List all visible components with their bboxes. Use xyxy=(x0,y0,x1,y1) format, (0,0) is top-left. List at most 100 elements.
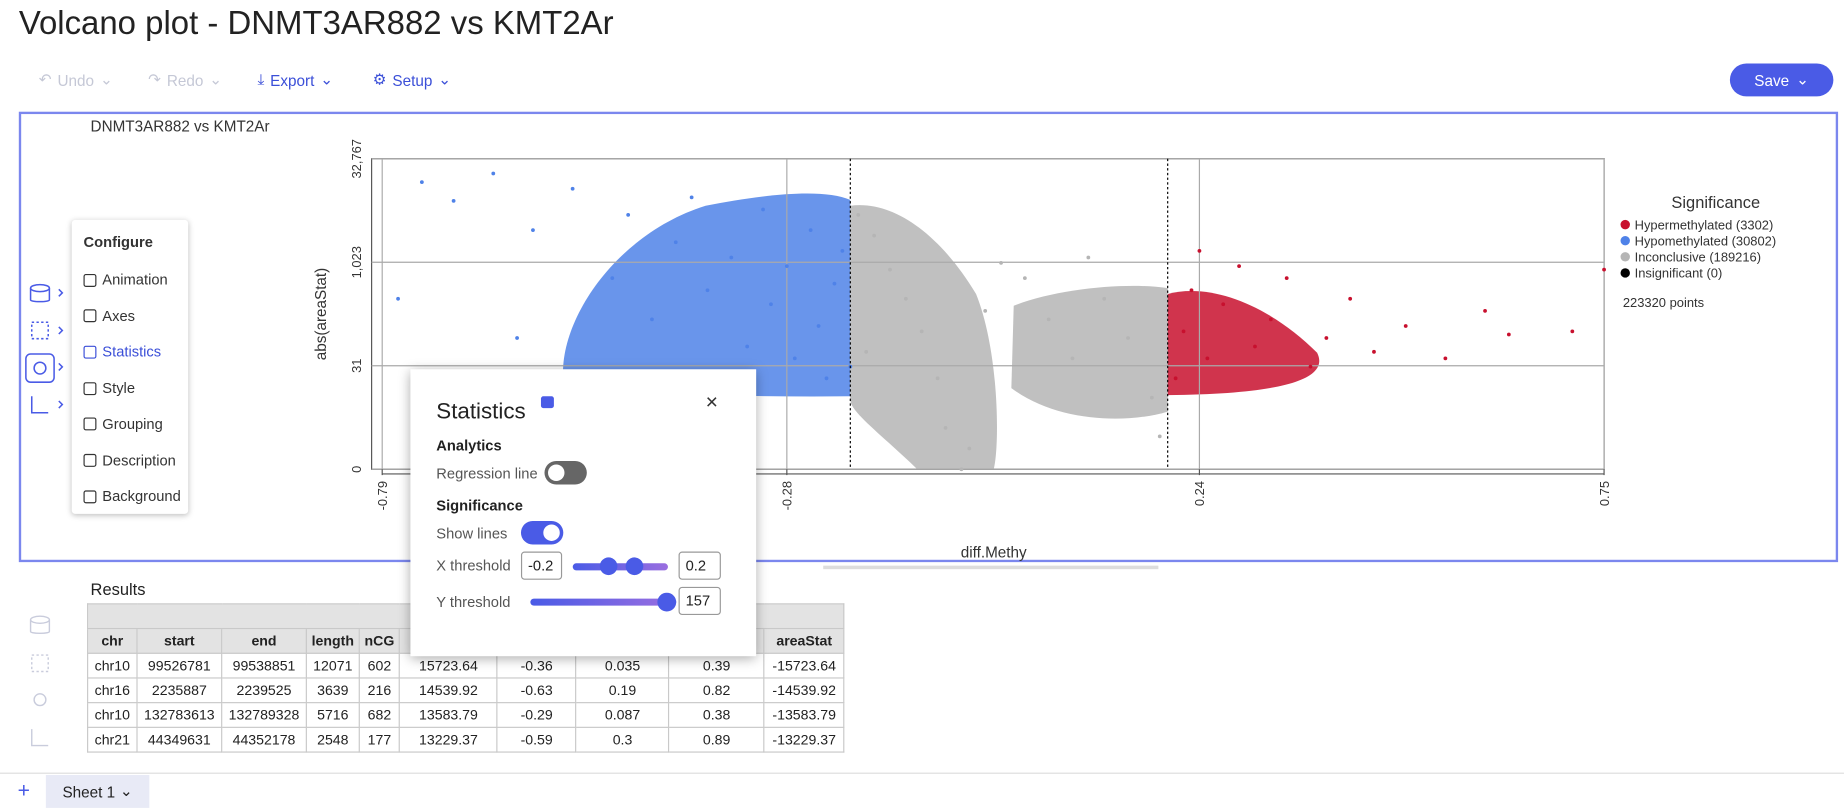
menu-item[interactable]: Statistics xyxy=(83,344,161,360)
x-threshold-slider[interactable] xyxy=(572,563,668,571)
table-cell: 0.035 xyxy=(575,652,670,679)
menu-item[interactable]: Animation xyxy=(83,272,168,288)
table-cell: -15723.64 xyxy=(763,652,845,679)
x-threshold-max[interactable]: 0.2 xyxy=(678,551,721,580)
menu-item[interactable]: Axes xyxy=(83,308,135,324)
export-button[interactable]: ⤓ Export ⌄ xyxy=(257,70,334,89)
table-cell: 682 xyxy=(358,702,401,728)
table-cell: 2239525 xyxy=(221,677,307,704)
table-cell: -13583.79 xyxy=(763,702,845,728)
y-tick-label: 32,767 xyxy=(349,139,364,179)
menu-icon xyxy=(83,381,97,395)
menu-icon xyxy=(83,309,97,323)
point xyxy=(451,198,456,203)
save-button[interactable]: Save ⌄ xyxy=(1729,63,1834,97)
undo-button[interactable]: ↶ Undo ⌄ xyxy=(38,70,113,89)
y-threshold-slider[interactable] xyxy=(530,598,677,606)
point xyxy=(856,213,861,217)
menu-icon xyxy=(83,490,97,503)
menu-label: Grouping xyxy=(102,416,163,433)
table-cell: -14539.92 xyxy=(763,677,845,704)
x-tick-label: -0.79 xyxy=(375,481,390,510)
chart-panel xyxy=(18,111,1839,563)
table-cell: 5716 xyxy=(305,702,360,728)
point xyxy=(1372,349,1376,354)
table-row[interactable]: chr10 132783613 132789328 5716 682 13583.79 -0… xyxy=(87,702,845,728)
export-label: Export xyxy=(270,71,315,89)
menu-label: Description xyxy=(102,452,176,469)
point xyxy=(864,349,869,354)
side-icons-results xyxy=(29,615,51,747)
table-row[interactable]: chr21 44349631 44352178 2548 177 13229.37 -0.5… xyxy=(87,726,845,753)
y-tick-label: 0 xyxy=(349,466,364,473)
table-cell: 0.39 xyxy=(668,652,765,679)
analytics-heading: Analytics xyxy=(436,437,502,454)
point xyxy=(491,171,496,176)
menu-label: Axes xyxy=(102,307,136,325)
legend-swatch xyxy=(1620,252,1630,262)
column-header: nCG xyxy=(358,627,401,654)
menu-item[interactable]: Description xyxy=(83,452,176,469)
scrollbar[interactable] xyxy=(823,565,1159,570)
point xyxy=(1173,376,1178,381)
close-button[interactable]: × xyxy=(705,390,718,414)
point xyxy=(1181,329,1186,334)
point xyxy=(1308,364,1313,369)
column-header: start xyxy=(136,627,223,654)
point xyxy=(705,288,710,293)
x-tick-label: 0.24 xyxy=(1192,481,1207,506)
point xyxy=(626,213,631,217)
sheet-tab[interactable]: Sheet 1 ⌄ xyxy=(45,774,150,808)
slider-handle[interactable] xyxy=(625,557,644,576)
menu-item[interactable]: Style xyxy=(83,380,135,396)
slider-handle[interactable] xyxy=(657,592,677,612)
table-cell: 3639 xyxy=(305,677,360,704)
undo-label: Undo xyxy=(57,71,95,89)
x-axis-label: diff.Methy xyxy=(961,544,1027,561)
add-sheet[interactable]: + xyxy=(17,778,31,803)
point xyxy=(816,324,821,328)
setup-label: Setup xyxy=(392,71,433,89)
table-cell: 216 xyxy=(358,677,401,704)
table-row[interactable]: chr16 2235887 2239525 3639 216 14539.92 -0.63 0… xyxy=(87,677,845,704)
menu-item[interactable]: Grouping xyxy=(83,416,163,433)
y-tick-label: 31 xyxy=(349,359,364,373)
side-icons xyxy=(25,283,64,414)
point xyxy=(784,264,789,268)
table-cell: -0.29 xyxy=(496,702,577,728)
table-cell: 44349631 xyxy=(136,726,223,753)
point xyxy=(872,233,877,238)
table-cell: chr16 xyxy=(87,677,138,704)
table-cell: 602 xyxy=(358,652,401,679)
point xyxy=(935,376,940,381)
table-cell: 0.087 xyxy=(575,702,670,728)
dialog-title: Statistics xyxy=(436,399,526,425)
point xyxy=(1348,296,1353,301)
setup-button[interactable]: ⚙ Setup ⌄ xyxy=(372,70,452,89)
redo-button[interactable]: ↷ Redo ⌄ xyxy=(148,70,223,89)
table-cell: -0.36 xyxy=(496,652,577,679)
legend-swatch xyxy=(1620,236,1630,246)
y-threshold-value[interactable]: 157 xyxy=(678,586,721,616)
show-lines-toggle[interactable] xyxy=(520,520,564,545)
regression-toggle[interactable] xyxy=(544,460,587,485)
table-cell: 13583.79 xyxy=(399,702,498,728)
point xyxy=(1268,317,1273,322)
info-icon[interactable] xyxy=(540,396,554,409)
table-row[interactable]: chr10 99526781 99538851 12071 602 15723.64 -0.… xyxy=(87,652,845,679)
menu-label: Background xyxy=(102,488,181,505)
point xyxy=(999,261,1003,265)
menu-item[interactable]: Background xyxy=(83,488,181,505)
point xyxy=(903,296,908,301)
column-header: chr xyxy=(87,627,138,654)
table-cell: 132783613 xyxy=(136,702,223,728)
table-cell: chr10 xyxy=(87,652,138,679)
point xyxy=(983,308,988,313)
x-threshold-min[interactable]: -0.2 xyxy=(520,551,563,580)
legend-label: Inconclusive (189216) xyxy=(1635,250,1761,265)
slider-handle[interactable] xyxy=(599,557,618,576)
point xyxy=(761,207,765,212)
point xyxy=(1253,344,1257,349)
significance-heading: Significance xyxy=(436,497,523,514)
